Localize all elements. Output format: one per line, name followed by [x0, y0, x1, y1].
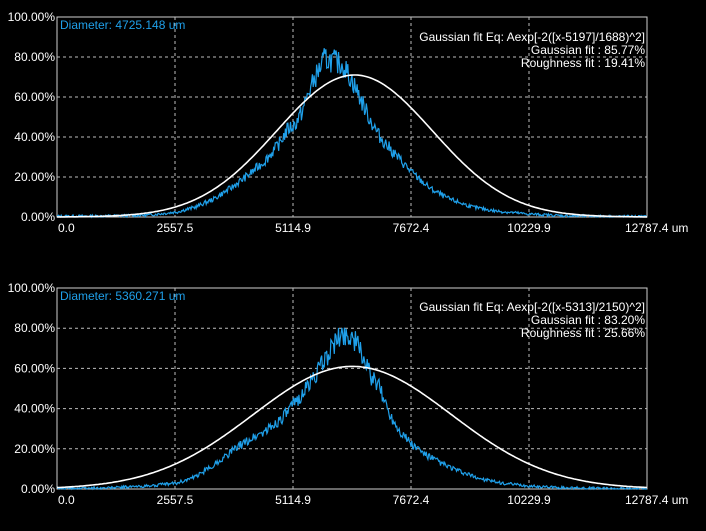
plot-area-top	[56, 16, 648, 218]
y-tick-label: 40.00%	[14, 402, 55, 416]
plot-area-bottom	[56, 287, 648, 490]
y-tick-label: 0.00%	[21, 482, 55, 496]
y-tick-label: 20.00%	[14, 170, 55, 184]
x-tick-label: 7672.4	[393, 493, 430, 507]
x-tick-label: 5114.9	[275, 493, 311, 507]
roughness-fit-bottom: Roughness fit : 25.66%	[521, 326, 645, 340]
x-tick-label: 12787.4 um	[625, 221, 688, 235]
y-tick-label: 100.00%	[8, 281, 56, 295]
gaussian-fit-top: Gaussian fit : 85.77%	[531, 43, 645, 57]
x-tick-label: 7672.4	[393, 221, 430, 235]
diameter-label-bottom: Diameter: 5360.271 um	[60, 289, 185, 303]
y-tick-label: 80.00%	[14, 50, 55, 64]
y-tick-label: 40.00%	[14, 130, 55, 144]
x-tick-label: 2557.5	[157, 493, 194, 507]
gaussian-fit-line-bottom	[57, 365, 648, 489]
x-tick-label: 10229.9	[507, 221, 551, 235]
x-tick-label: 0.0	[58, 221, 75, 235]
chart-bottom: 100.00% 80.00% 60.00% 40.00% 20.00% 0.00% 0.0…	[8, 281, 689, 507]
roughness-fit-top: Roughness fit : 19.41%	[521, 56, 645, 70]
y-tick-label: 0.00%	[21, 210, 55, 224]
measured-line-bottom	[56, 327, 647, 491]
chart-top: 100.00% 80.00% 60.00% 40.00% 20.00% 0.00% 0.0…	[8, 10, 689, 235]
y-ticks-bottom: 100.00% 80.00% 60.00% 40.00% 20.00% 0.00%	[8, 281, 56, 496]
grid-bottom	[57, 288, 647, 489]
y-tick-label: 80.00%	[14, 321, 55, 335]
x-tick-label: 10229.9	[507, 493, 551, 507]
fit-equation-top: Gaussian fit Eq: Aexp[-2([x-5197]/1688)^…	[419, 30, 645, 44]
diameter-label-top: Diameter: 4725.148 um	[60, 18, 185, 32]
x-tick-label: 0.0	[58, 493, 75, 507]
y-tick-label: 60.00%	[14, 90, 55, 104]
grid-top	[57, 17, 647, 217]
x-ticks-bottom: 0.0 2557.5 5114.9 7672.4 10229.9 12787.4 um	[58, 493, 688, 507]
x-tick-label: 12787.4 um	[625, 493, 688, 507]
x-ticks-top: 0.0 2557.5 5114.9 7672.4 10229.9 12787.4 um	[58, 221, 688, 235]
x-tick-label: 2557.5	[157, 221, 194, 235]
y-tick-label: 60.00%	[14, 361, 55, 375]
fit-equation-bottom: Gaussian fit Eq: Aexp[-2([x-5313]/2150)^…	[419, 300, 645, 314]
x-tick-label: 5114.9	[275, 221, 311, 235]
y-tick-label: 20.00%	[14, 442, 55, 456]
gaussian-fit-bottom: Gaussian fit : 83.20%	[531, 313, 645, 327]
gaussian-fit-line-top	[57, 74, 647, 218]
y-ticks-top: 100.00% 80.00% 60.00% 40.00% 20.00% 0.00%	[8, 10, 56, 224]
y-tick-label: 100.00%	[8, 10, 56, 24]
